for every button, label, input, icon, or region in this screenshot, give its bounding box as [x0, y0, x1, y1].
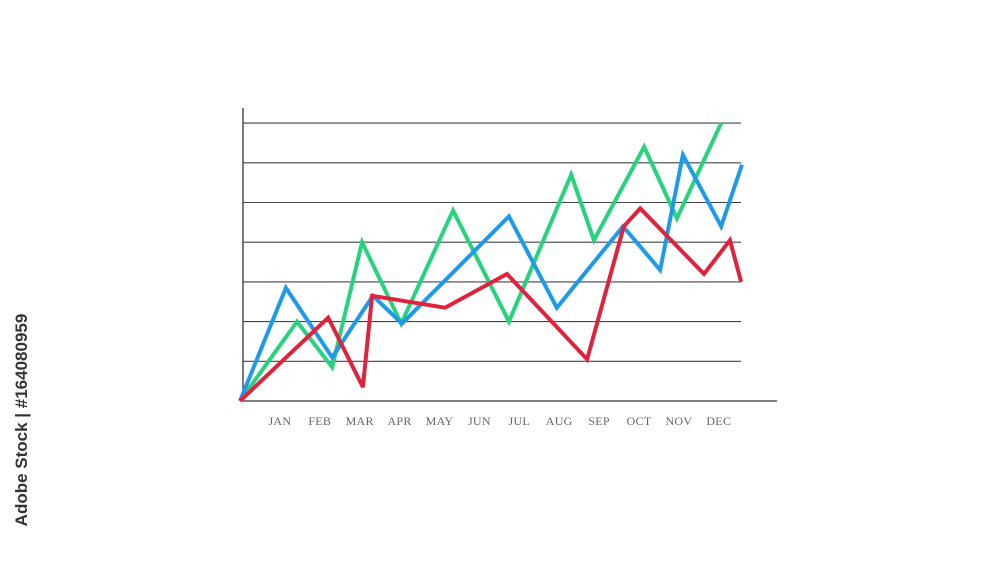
series-line-0	[238, 122, 724, 403]
x-tick-label: FEB	[308, 414, 331, 428]
x-tick-label: JUN	[468, 414, 491, 428]
series-line-1	[238, 148, 744, 402]
x-tick-label: DEC	[706, 414, 731, 428]
watermark-text: Adobe Stock | #164080959	[12, 313, 31, 527]
x-tick-label: JUL	[509, 414, 531, 428]
x-tick-label: SEP	[588, 414, 610, 428]
x-tick-label: JAN	[268, 414, 291, 428]
x-tick-label: NOV	[665, 414, 692, 428]
x-tick-label: MAR	[346, 414, 374, 428]
series-line-2	[238, 205, 744, 403]
x-tick-label: MAY	[426, 414, 454, 428]
x-tick-label: APR	[387, 414, 411, 428]
x-tick-label: AUG	[546, 414, 573, 428]
x-tick-label: OCT	[627, 414, 652, 428]
